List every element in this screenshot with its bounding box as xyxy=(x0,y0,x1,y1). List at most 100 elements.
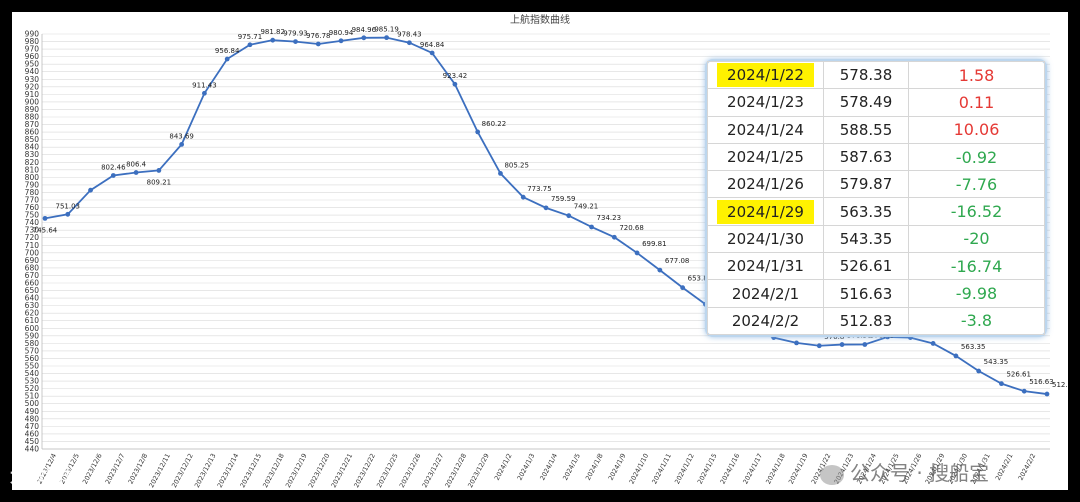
data-label: 985.19 xyxy=(374,26,399,34)
data-point xyxy=(270,37,276,43)
y-tick-label: 830 xyxy=(25,150,40,159)
y-tick-label: 480 xyxy=(25,414,40,423)
data-point xyxy=(202,90,207,96)
change-cell: -9.98 xyxy=(908,279,1045,308)
x-tick-label: 2024/1/19 xyxy=(787,452,810,485)
data-label: 984.96 xyxy=(352,26,377,34)
y-tick-label: 910 xyxy=(25,90,40,99)
data-point xyxy=(1044,391,1050,397)
x-tick-label: 2024/1/4 xyxy=(538,452,559,482)
date-cell: 2024/2/2 xyxy=(707,306,824,336)
x-tick-label: 2024/1/18 xyxy=(764,452,787,485)
y-tick-label: 490 xyxy=(25,407,40,416)
price-cell: 579.87 xyxy=(823,170,909,199)
x-tick-label: 2024/1/12 xyxy=(673,452,696,485)
data-label: 677.08 xyxy=(665,257,690,265)
y-tick-label: 660 xyxy=(25,279,40,288)
price-cell: 563.35 xyxy=(823,197,909,226)
data-point xyxy=(930,341,936,346)
date-text: 2024/2/1 xyxy=(731,284,800,303)
price-cell: 578.38 xyxy=(823,60,909,90)
data-point xyxy=(839,342,845,347)
data-label: 843.69 xyxy=(169,132,194,140)
y-tick-label: 990 xyxy=(25,30,40,39)
x-tick-label: 2024/1/8 xyxy=(584,452,605,482)
y-tick-label: 810 xyxy=(25,165,40,174)
data-label: 543.35 xyxy=(984,358,1009,366)
y-axis-ticks: 4404504604704804905005105205305405505605… xyxy=(25,30,40,454)
x-tick-label: 2024/1/3 xyxy=(516,452,537,482)
x-tick-label: 2023/12/8 xyxy=(127,452,150,485)
data-point xyxy=(429,50,435,56)
y-tick-label: 940 xyxy=(25,67,40,76)
date-text: 2024/1/23 xyxy=(727,93,804,112)
date-cell: 2024/1/24 xyxy=(707,115,824,144)
y-tick-label: 700 xyxy=(25,248,40,257)
x-tick-label: 2023/12/25 xyxy=(375,452,400,489)
data-label: 749.21 xyxy=(574,203,599,211)
data-point xyxy=(680,285,686,291)
date-cell: 2024/1/26 xyxy=(707,170,824,199)
change-cell: -16.52 xyxy=(908,197,1045,226)
y-tick-label: 710 xyxy=(25,241,40,250)
x-tick-label: 2024/1/11 xyxy=(650,452,673,485)
x-tick-label: 2023/12/13 xyxy=(193,452,218,489)
date-cell: 2024/1/23 xyxy=(707,88,824,117)
date-text: 2024/1/24 xyxy=(727,120,804,139)
data-label: 923.42 xyxy=(443,72,468,80)
x-tick-label: 2023/12/26 xyxy=(398,452,423,489)
table-row: 2024/2/1 516.63 -9.98 xyxy=(707,279,1045,308)
data-point xyxy=(634,250,640,256)
x-tick-label: 2024/2/1 xyxy=(994,452,1015,482)
data-label: 860.22 xyxy=(482,120,507,128)
data-point xyxy=(247,42,253,48)
price-cell: 526.61 xyxy=(823,252,909,281)
x-tick-label: 2023/12/7 xyxy=(104,452,127,485)
data-label: 809.21 xyxy=(147,178,172,186)
data-label: 773.75 xyxy=(527,185,552,193)
data-point xyxy=(589,224,594,230)
price-cell: 578.49 xyxy=(823,88,909,117)
x-tick-label: 2023/12/14 xyxy=(216,452,241,489)
data-label: 563.35 xyxy=(961,343,986,351)
y-tick-label: 580 xyxy=(25,339,40,348)
data-label: 981.82 xyxy=(260,28,285,36)
data-point xyxy=(88,187,93,193)
y-tick-label: 510 xyxy=(25,392,40,401)
x-tick-label: 2023/12/29 xyxy=(466,452,491,489)
date-text: 2024/1/22 xyxy=(717,63,814,88)
data-label: 979.93 xyxy=(283,30,308,38)
table-row: 2024/1/24 588.55 10.06 xyxy=(707,115,1045,144)
x-tick-label: 2023/12/21 xyxy=(330,452,355,489)
y-tick-label: 870 xyxy=(25,120,40,129)
y-tick-label: 950 xyxy=(25,60,40,69)
y-tick-label: 670 xyxy=(25,271,40,280)
y-tick-label: 840 xyxy=(25,143,40,152)
x-tick-label: 2024/1/16 xyxy=(719,452,742,485)
y-tick-label: 500 xyxy=(25,399,40,408)
data-label: 526.61 xyxy=(1006,371,1031,379)
data-label: 751.03 xyxy=(56,202,81,210)
data-point xyxy=(384,35,389,41)
data-label: 805.25 xyxy=(504,161,529,169)
y-tick-label: 930 xyxy=(25,75,40,84)
data-label: 911.43 xyxy=(192,81,217,89)
data-point xyxy=(498,171,503,176)
data-point xyxy=(315,41,321,47)
chart-frame: 440 450 460 470 480 490 500 510 520 530 540 550 560 5… xyxy=(12,12,1068,490)
data-point xyxy=(475,129,481,135)
y-tick-label: 610 xyxy=(25,316,40,325)
table-row: 2024/2/2 512.83 -3.8 xyxy=(707,306,1045,336)
y-tick-label: 800 xyxy=(25,173,40,182)
y-tick-label: 960 xyxy=(25,52,40,61)
x-tick-label: 2024/1/15 xyxy=(696,452,719,485)
price-cell: 587.63 xyxy=(823,142,909,172)
y-tick-label: 450 xyxy=(25,437,40,446)
x-tick-label: 2023/12/11 xyxy=(147,452,172,489)
data-label: 653.84 xyxy=(688,275,713,283)
change-cell: 0.11 xyxy=(908,88,1045,117)
x-tick-label: 2023/12/27 xyxy=(421,452,446,489)
date-cell: 2024/1/30 xyxy=(707,224,824,254)
table-row: 2024/1/25 587.63 -0.92 xyxy=(707,142,1045,172)
y-tick-label: 770 xyxy=(25,196,40,205)
